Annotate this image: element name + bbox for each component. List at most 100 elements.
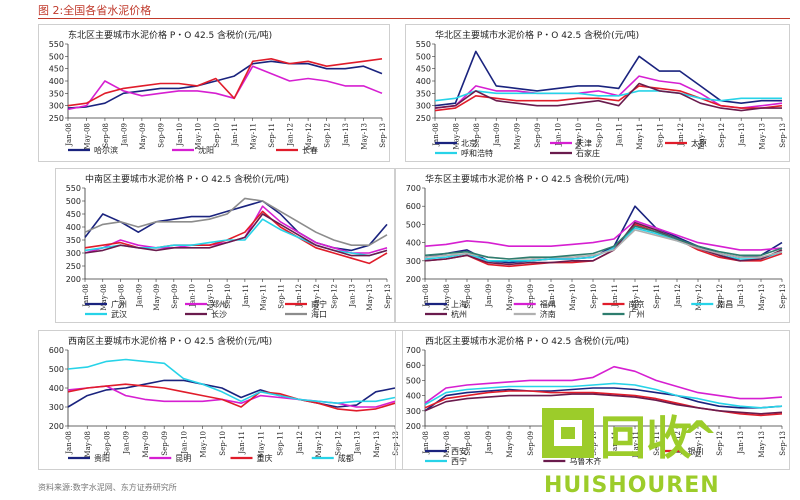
chart-panel-northeast: 东北区主要城市水泥价格 P・O 42.5 含税价(元/吨) 250 300 350 40…	[38, 24, 390, 162]
x-tick-label: Sep-08	[464, 431, 472, 456]
x-tick-label: May-10	[200, 431, 208, 458]
x-tick-label: Sep-10	[224, 284, 232, 309]
x-tick-label: Sep-09	[161, 431, 169, 456]
chart-panel-north: 华北区主要城市水泥价格 P・O 42.5 含税价(元/吨) 250 300 350 40…	[405, 24, 790, 162]
y-tick-label: 250	[66, 262, 81, 271]
series-line-海口	[84, 197, 388, 246]
y-tick-label: 500	[406, 220, 421, 229]
y-tick-label: 500	[416, 52, 431, 61]
x-tick-label: Jan-10	[189, 284, 197, 308]
x-tick-label: Jan-09	[135, 284, 143, 308]
x-tick-label: Sep-10	[219, 431, 227, 456]
x-tick-label: Jan-09	[485, 431, 493, 455]
x-tick-label: May-11	[250, 123, 258, 150]
series-line-杭州	[424, 221, 783, 266]
y-tick-label: 600	[406, 202, 421, 211]
series-line-太原	[434, 85, 783, 112]
x-tick-label: Jan-12	[674, 284, 682, 308]
x-tick-label: Sep-12	[334, 431, 342, 456]
x-tick-label: Sep-09	[527, 431, 535, 456]
legend-label: 乌鲁木齐	[569, 456, 601, 466]
series-line-北京	[434, 50, 782, 107]
chart-panel-southwest: 西南区主要城市水泥价格 P・O 42.5 含税价(元/吨) 200 300 400 50…	[38, 330, 403, 470]
x-tick-label: Sep-08	[103, 431, 111, 456]
y-tick-label: 400	[406, 392, 421, 401]
x-tick-label: Sep-09	[527, 284, 535, 309]
x-tick-label: May-10	[575, 123, 583, 150]
legend-label: 广州	[111, 299, 127, 309]
legend-label: 石家庄	[576, 148, 600, 158]
legend-label: 北京	[461, 138, 477, 148]
y-tick-label: 250	[416, 114, 431, 123]
x-tick-label: Sep-13	[779, 284, 787, 309]
y-tick-label: 450	[66, 210, 81, 219]
chart-frame	[395, 168, 790, 323]
watermark-logo-text: 回收	[600, 411, 692, 465]
x-tick-label: Sep-09	[157, 123, 165, 148]
legend-label: 海口	[311, 309, 327, 319]
x-tick-label: May-09	[153, 284, 161, 311]
series-line-重庆	[67, 383, 396, 412]
x-tick-label: Jan-11	[616, 123, 624, 147]
y-tick-label: 400	[406, 239, 421, 248]
y-tick-label: 200	[66, 275, 81, 284]
y-tick-label: 550	[49, 40, 64, 49]
x-tick-label: May-08	[84, 431, 92, 458]
x-tick-label: Sep-10	[590, 284, 598, 309]
series-line-兰州	[424, 365, 783, 404]
y-tick-label: 200	[406, 275, 421, 284]
series-line-成都	[67, 358, 396, 404]
y-tick-label: 500	[406, 376, 421, 385]
y-tick-label: 350	[49, 89, 64, 98]
title-divider	[38, 18, 790, 19]
x-tick-label: Jan-13	[737, 284, 745, 308]
y-tick-label: 700	[406, 184, 421, 193]
legend-label: 福州	[540, 300, 556, 309]
chart-title: 东北区主要城市水泥价格 P・O 42.5 含税价(元/吨)	[68, 29, 272, 41]
x-tick-label: Jan-09	[493, 123, 501, 147]
series-line-广州	[424, 225, 783, 260]
chart-title: 中南区主要城市水泥价格 P・O 42.5 含税价(元/吨)	[85, 173, 289, 185]
legend-label: 重庆	[257, 453, 273, 463]
x-tick-label: Sep-09	[171, 284, 179, 309]
legend-label: 广州	[629, 309, 645, 319]
x-tick-label: May-08	[452, 123, 460, 150]
x-tick-label: Sep-11	[657, 123, 665, 148]
x-tick-label: May-12	[695, 431, 703, 458]
series-line-长春	[67, 57, 383, 107]
y-tick-label: 400	[66, 223, 81, 232]
x-tick-label: May-12	[315, 431, 323, 458]
chart-title: 西南区主要城市水泥价格 P・O 42.5 含税价(元/吨)	[68, 335, 272, 347]
x-tick-label: Jan-13	[737, 431, 745, 455]
chart-frame	[405, 24, 790, 162]
series-line-西宁	[424, 382, 783, 409]
chart-svg: 中南区主要城市水泥价格 P・O 42.5 含税价(元/吨) 200 250 300 35…	[55, 168, 395, 323]
watermark-logo: 回收 ^ HUISHOUREN	[542, 408, 719, 498]
watermark-mark: ^	[680, 411, 719, 465]
y-tick-label: 450	[416, 65, 431, 74]
y-tick-label: 400	[49, 77, 64, 86]
y-tick-label: 500	[49, 52, 64, 61]
chart-svg: 华北区主要城市水泥价格 P・O 42.5 含税价(元/吨) 250 300 350 40…	[405, 24, 790, 162]
x-tick-label: May-13	[759, 123, 767, 150]
x-tick-label: Sep-12	[331, 284, 339, 309]
x-tick-label: Sep-12	[716, 284, 724, 309]
y-tick-label: 350	[416, 89, 431, 98]
x-tick-label: Jan-09	[120, 123, 128, 147]
x-tick-label: May-08	[443, 431, 451, 458]
x-tick-label: Jan-08	[432, 123, 440, 147]
x-tick-label: Sep-08	[102, 123, 110, 148]
y-tick-label: 300	[49, 403, 64, 412]
x-tick-label: May-12	[697, 123, 705, 150]
legend-label: 沈阳	[198, 145, 214, 155]
x-tick-label: Sep-08	[118, 284, 126, 309]
legend-label: 杭州	[451, 309, 467, 319]
x-tick-label: May-13	[373, 431, 381, 458]
x-tick-label: Jan-10	[548, 284, 556, 308]
y-tick-label: 450	[49, 65, 64, 74]
chart-title: 西北区主要城市水泥价格 P・O 42.5 含税价(元/吨)	[425, 335, 629, 347]
x-tick-label: Sep-09	[534, 123, 542, 148]
y-tick-label: 200	[406, 422, 421, 431]
x-tick-label: Jan-13	[354, 431, 362, 455]
x-tick-label: Sep-13	[384, 284, 392, 309]
